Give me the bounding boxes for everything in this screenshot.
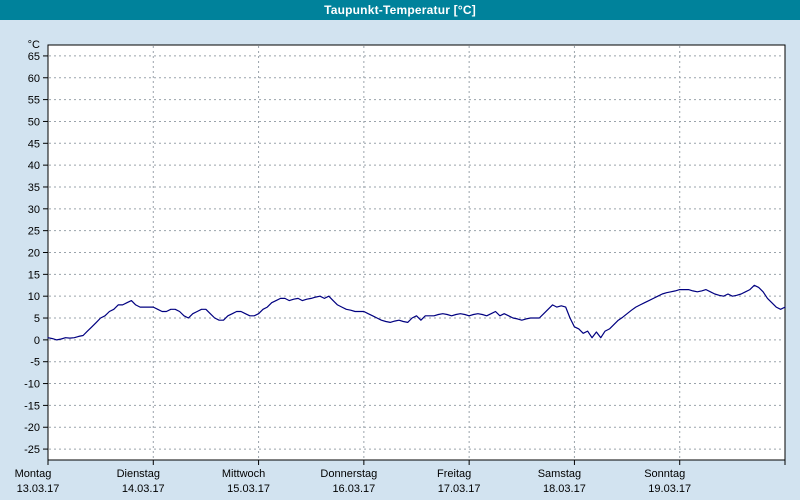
x-day-label: Freitag [437,468,471,480]
y-tick-label: -15 [24,400,40,412]
x-day-label: Montag [15,468,52,480]
dewpoint-series-line [47,284,786,341]
x-date-label: 19.03.17 [648,483,691,495]
y-tick-label: 10 [28,291,40,303]
y-axis-unit-label: °C [28,39,40,51]
chart-area: 65 60 55 50 45 40 35 30 25 20 15 10 5 0 -5 -10 -15 -20 -25… [0,20,800,500]
x-day-label: Dienstag [117,468,160,480]
y-tick-label: -5 [30,357,40,369]
x-date-label: 14.03.17 [122,483,165,495]
x-date-label: 15.03.17 [227,483,270,495]
x-day-label: Sonntag [644,468,685,480]
x-day-label: Donnerstag [320,468,377,480]
y-tick-label: 0 [34,335,40,347]
y-tick-label: 40 [28,160,40,172]
y-tick-label: 15 [28,269,40,281]
y-tick-label: 35 [28,182,40,194]
y-tick-label: 55 [28,95,40,107]
y-tick-label: 60 [28,73,40,85]
title-bar: Taupunkt-Temperatur [°C] [0,0,800,20]
x-date-label: 16.03.17 [332,483,375,495]
x-date-label: 17.03.17 [438,483,481,495]
x-date-label: 13.03.17 [17,483,60,495]
y-tick-label: 25 [28,226,40,238]
y-tick-label: -20 [24,422,40,434]
y-tick-label: 65 [28,51,40,63]
x-date-label: 18.03.17 [543,483,586,495]
y-tick-label: 5 [34,313,40,325]
y-tick-label: 30 [28,204,40,216]
chart-title: Taupunkt-Temperatur [°C] [324,3,476,17]
x-day-label: Samstag [538,468,581,480]
y-tick-label: -25 [24,444,40,456]
x-day-label: Mittwoch [222,468,265,480]
y-tick-label: -10 [24,379,40,391]
y-tick-label: 50 [28,116,40,128]
y-tick-label: 45 [28,138,40,150]
dewpoint-temperature-line-chart: 65605550454035302520151050-5-10-15-20-25… [15,39,786,495]
y-tick-label: 20 [28,248,40,260]
